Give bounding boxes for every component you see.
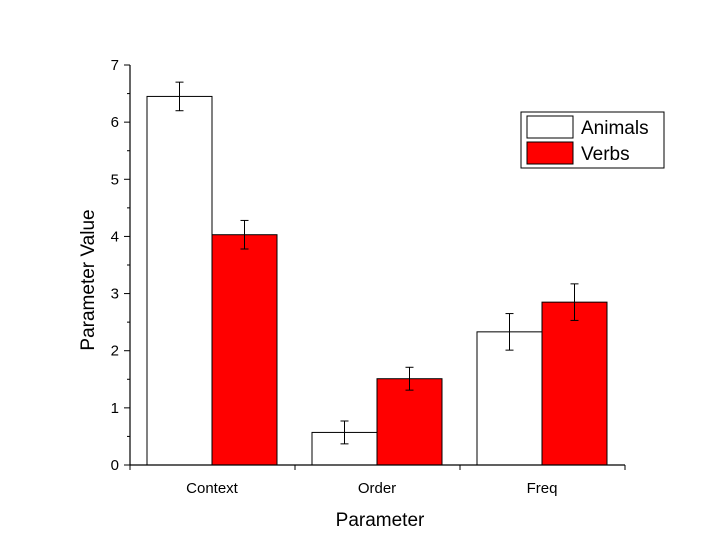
y-tick-label: 3	[111, 286, 119, 303]
error-bar-verbs-order	[405, 366, 414, 391]
bars-layer	[146, 95, 608, 466]
legend-swatch-animals	[526, 115, 574, 139]
y-ticks-layer: 0 1 2 3 4 5 6 7	[111, 57, 130, 474]
y-tick-label: 2	[111, 343, 119, 360]
y-tick-label: 0	[111, 457, 119, 474]
x-axis-title: Parameter	[336, 510, 425, 531]
x-ticks-layer: Context Order Freq	[129, 465, 626, 497]
bar-verbs-order	[376, 378, 443, 466]
bar-verbs-freq	[541, 301, 608, 466]
error-bar-animals-order	[340, 420, 349, 445]
y-tick-label: 4	[111, 228, 119, 245]
x-tick-label-order: Order	[358, 480, 396, 497]
x-tick-label-freq: Freq	[527, 480, 558, 497]
legend: Animals Verbs	[520, 111, 665, 169]
y-tick-label: 6	[111, 114, 119, 131]
error-bars-layer	[175, 81, 579, 445]
legend-label-verbs: Verbs	[581, 144, 630, 165]
error-bar-verbs-context	[240, 219, 249, 250]
legend-label-animals: Animals	[581, 118, 649, 139]
bar-verbs-context	[211, 234, 278, 466]
legend-swatch-verbs	[526, 141, 574, 165]
error-bar-animals-freq	[505, 313, 514, 351]
bar-animals-freq	[476, 331, 543, 466]
y-tick-label: 5	[111, 171, 119, 188]
error-bar-animals-context	[175, 81, 184, 112]
bar-animals-context	[146, 95, 213, 466]
y-axis-title: Parameter Value	[78, 209, 99, 350]
y-tick-label: 1	[111, 400, 119, 417]
x-tick-label-context: Context	[186, 480, 239, 497]
error-bar-verbs-freq	[570, 283, 579, 321]
y-tick-label: 7	[111, 57, 119, 74]
